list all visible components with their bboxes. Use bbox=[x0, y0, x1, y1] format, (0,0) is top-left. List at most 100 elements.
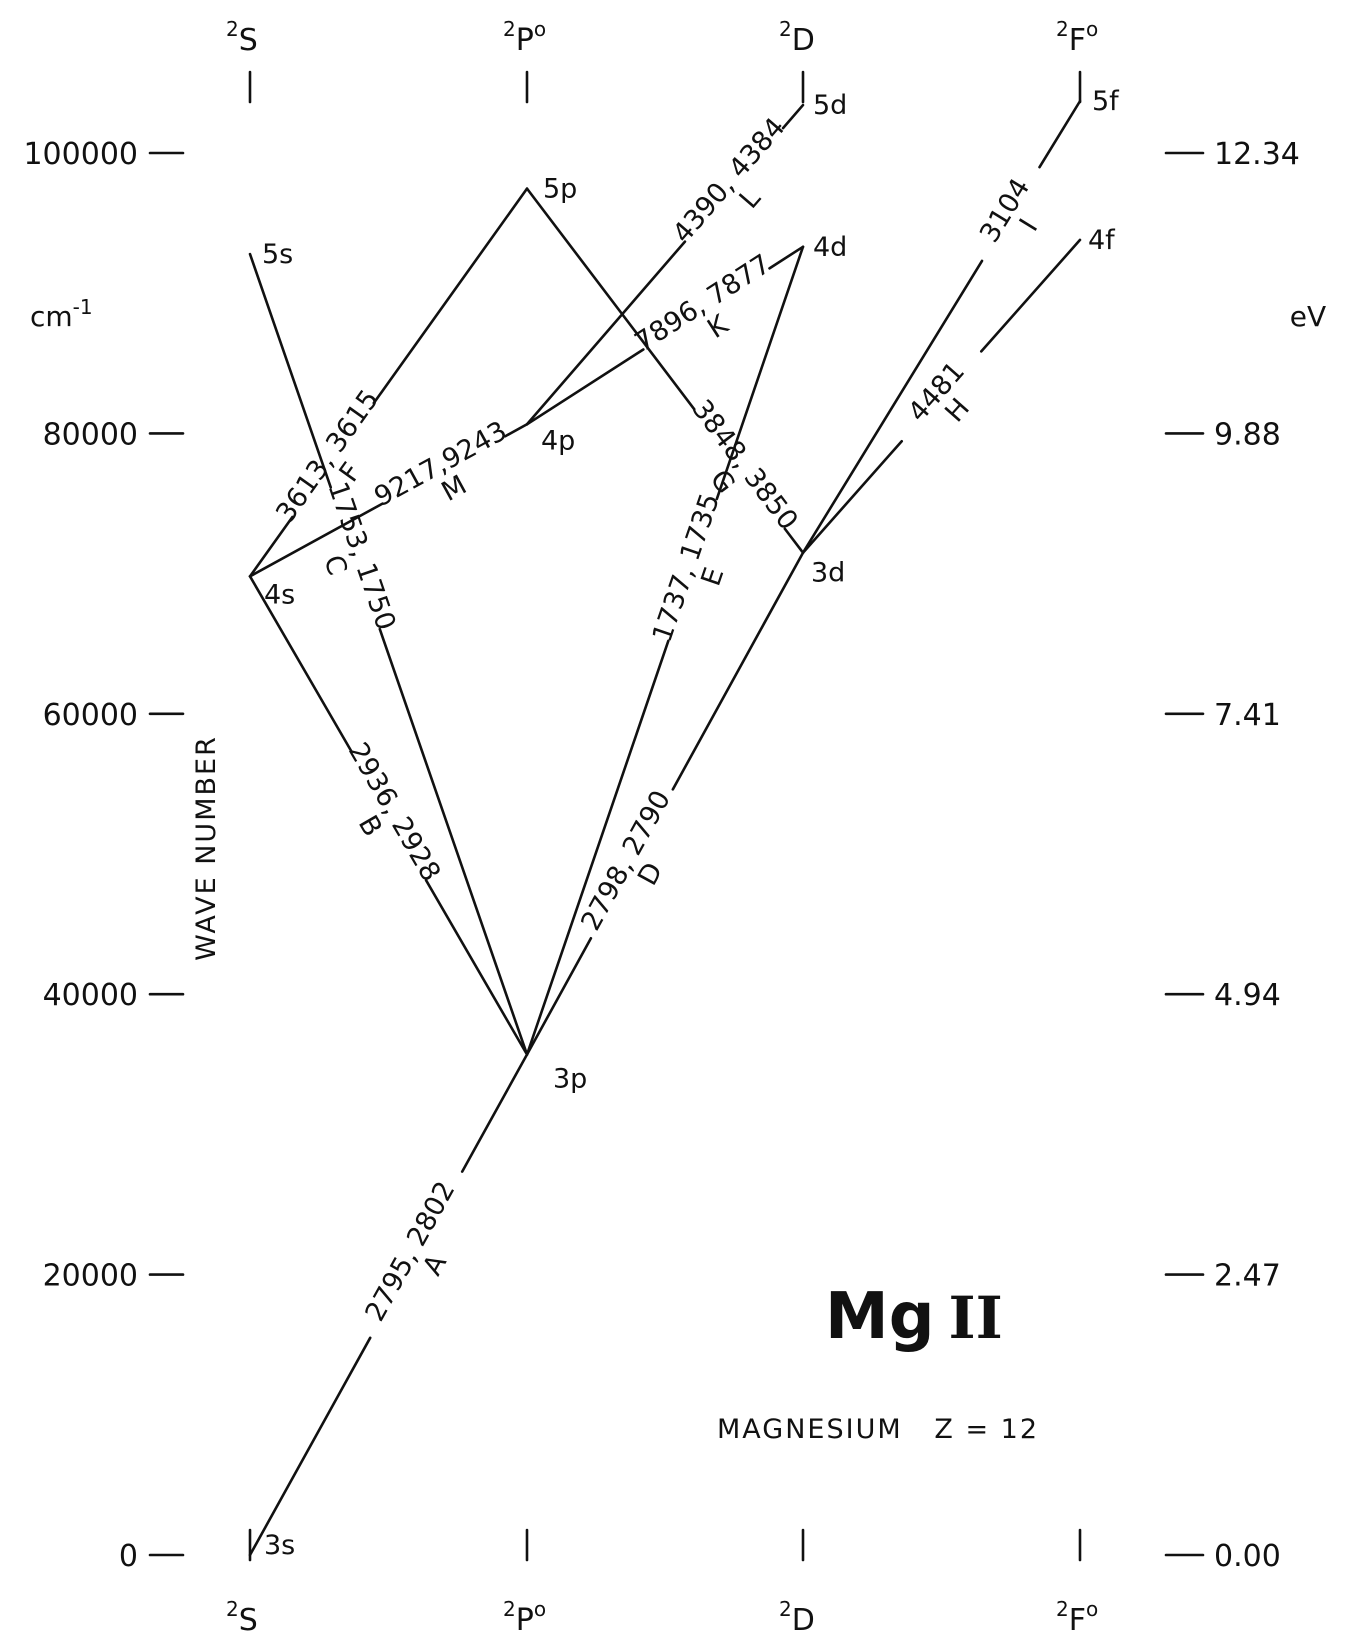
left-axis-title: WAVE NUMBER bbox=[191, 735, 222, 961]
transition-line-segment bbox=[248, 252, 333, 489]
level-label-3p: 3p bbox=[553, 1063, 587, 1094]
right-tick-label: 9.88 bbox=[1214, 417, 1281, 452]
term-post: o bbox=[1086, 17, 1098, 41]
term-post: o bbox=[534, 17, 546, 41]
term-letter: P bbox=[516, 1603, 534, 1638]
left-tick-label: 100000 bbox=[23, 137, 138, 172]
transition-line-segment bbox=[525, 187, 696, 411]
transition-line-segment bbox=[781, 103, 805, 130]
level-label-5s: 5s bbox=[262, 239, 293, 270]
left-tick-label: 80000 bbox=[43, 417, 138, 452]
transition-wavelengths: 7896, 7877 bbox=[629, 249, 776, 359]
right-tick-label: 4.94 bbox=[1214, 978, 1281, 1013]
transition-line-segment bbox=[768, 245, 805, 270]
term-letter: S bbox=[239, 23, 258, 58]
term-sup: 2 bbox=[1056, 17, 1069, 41]
transition-line-segment bbox=[248, 515, 294, 578]
term-label-bottom-d: 2D bbox=[779, 1597, 815, 1638]
level-label-4d: 4d bbox=[813, 232, 847, 263]
left-tick-label: 20000 bbox=[43, 1259, 138, 1294]
level-label-3s: 3s bbox=[264, 1530, 295, 1561]
term-letter: D bbox=[792, 23, 815, 58]
term-letter: F bbox=[1069, 1603, 1086, 1638]
transition-line-segment bbox=[783, 527, 805, 555]
axes: 0 20000 40000 60000 80000 100000 0.00 2.47 4.94 7… bbox=[23, 137, 1299, 1574]
transition-line-segment bbox=[460, 1053, 529, 1173]
transition-line-segment bbox=[372, 187, 529, 405]
transition-line-segment bbox=[1038, 99, 1082, 169]
term-sup: 2 bbox=[1056, 1597, 1069, 1621]
level-label-4f: 4f bbox=[1088, 225, 1116, 256]
level-label-5f: 5f bbox=[1092, 86, 1120, 117]
left-axis-unit-sup: -1 bbox=[73, 295, 93, 319]
term-label-top-d: 2D bbox=[779, 17, 815, 58]
transition-line-segment bbox=[248, 575, 353, 752]
term-sup: 2 bbox=[779, 1597, 792, 1621]
term-label-top-f: 2Fo bbox=[1056, 17, 1098, 58]
right-tick-label: 7.41 bbox=[1214, 698, 1281, 733]
right-tick-label: 12.34 bbox=[1214, 137, 1300, 172]
transition-line-segment bbox=[525, 639, 670, 1056]
transition-line-segment bbox=[378, 627, 529, 1056]
transition-letter: C bbox=[317, 551, 352, 579]
term-letter: F bbox=[1069, 23, 1086, 58]
term-label-top-s: 2S bbox=[226, 17, 258, 58]
energy-levels: 3s 4s 5s 3p 4p 5p 3d 4d 5d 4f 5f bbox=[262, 86, 1120, 1561]
transition-letter: E bbox=[696, 564, 731, 590]
term-letter: S bbox=[239, 1603, 258, 1638]
transition-line-segment bbox=[248, 1336, 372, 1557]
transition-line-segment bbox=[801, 259, 984, 555]
transition-line-segment bbox=[801, 439, 904, 555]
transition-letter: B bbox=[352, 810, 388, 842]
left-axis-unit-base: cm bbox=[30, 300, 73, 333]
title: Mg II bbox=[825, 1280, 1003, 1354]
level-label-3d: 3d bbox=[811, 558, 845, 589]
transition-wavelengths: 9217,9243 bbox=[369, 415, 512, 512]
transition-wavelengths: 2936, 2928 bbox=[342, 737, 446, 886]
term-label-bottom-s: 2S bbox=[226, 1597, 258, 1638]
left-tick-label: 0 bbox=[119, 1539, 138, 1574]
term-sup: 2 bbox=[226, 17, 239, 41]
transition-line-segment bbox=[503, 422, 529, 438]
left-axis-unit: cm-1 bbox=[30, 295, 93, 333]
transition-wavelengths: 2795, 2802 bbox=[360, 1176, 462, 1326]
subtitle: MAGNESIUM Z = 12 bbox=[717, 1414, 1039, 1445]
transition-line-segment bbox=[525, 348, 645, 426]
term-sup: 2 bbox=[503, 17, 516, 41]
transition-wavelengths: 3613, 3615 bbox=[270, 384, 385, 528]
term-sup: 2 bbox=[503, 1597, 516, 1621]
right-tick-label: 2.47 bbox=[1214, 1259, 1281, 1294]
left-tick-label: 40000 bbox=[43, 978, 138, 1013]
term-label-bottom-f: 2Fo bbox=[1056, 1597, 1098, 1638]
level-label-5p: 5p bbox=[543, 174, 577, 205]
title-main: Mg bbox=[825, 1280, 935, 1354]
transition-wavelengths: 1737, 1735 bbox=[647, 490, 726, 646]
term-post: o bbox=[1086, 1597, 1098, 1621]
transition-line-segment bbox=[671, 551, 805, 791]
transition-line-segment bbox=[525, 240, 687, 426]
term-label-bottom-p: 2Po bbox=[503, 1597, 546, 1638]
transition-line-segment bbox=[715, 245, 805, 501]
term-letter: P bbox=[516, 23, 534, 58]
transition-letter: L bbox=[734, 183, 767, 215]
right-axis-unit: eV bbox=[1290, 300, 1326, 333]
term-sup: 2 bbox=[226, 1597, 239, 1621]
level-label-4p: 4p bbox=[541, 425, 575, 456]
transition-wavelengths: 2798, 2790 bbox=[575, 785, 677, 935]
transition-wavelengths: 4390, 4384 bbox=[667, 112, 792, 249]
transition-line-segment bbox=[979, 238, 1082, 353]
right-tick-label: 0.00 bbox=[1214, 1539, 1281, 1574]
